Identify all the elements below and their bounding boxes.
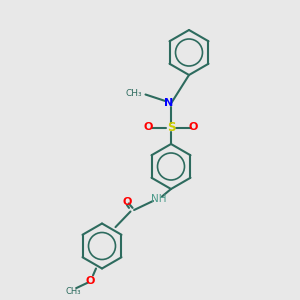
Text: O: O: [144, 122, 153, 133]
Text: NH: NH: [151, 194, 167, 205]
Text: CH₃: CH₃: [66, 286, 81, 296]
Text: O: O: [85, 275, 95, 286]
Text: O: O: [122, 197, 132, 207]
Text: S: S: [167, 121, 175, 134]
Text: O: O: [189, 122, 198, 133]
Text: CH₃: CH₃: [126, 88, 142, 98]
Text: N: N: [164, 98, 173, 109]
